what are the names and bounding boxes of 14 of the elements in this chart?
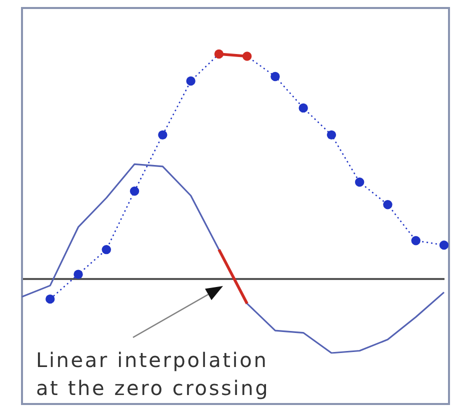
point (270, 72, 280, 82)
point (439, 240, 449, 250)
point (411, 236, 420, 246)
point (355, 178, 364, 187)
point (383, 200, 392, 210)
point (326, 130, 336, 140)
point (74, 270, 83, 279)
point (130, 186, 140, 196)
annotation: Linear interpolation at the zero crossing (36, 347, 271, 402)
point (158, 130, 168, 140)
point (186, 76, 196, 86)
point (102, 244, 111, 254)
point (46, 294, 55, 304)
point (298, 103, 308, 113)
